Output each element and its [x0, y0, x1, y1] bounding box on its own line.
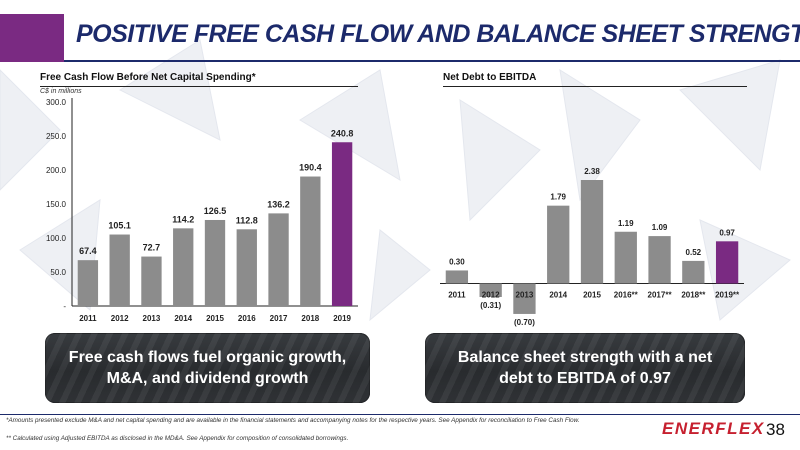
callout-photo-texture [45, 333, 370, 403]
fcf-data-label: 126.5 [204, 206, 227, 216]
enerflex-logo: ENERFLEX [662, 419, 765, 438]
fcf-bar [204, 219, 226, 306]
page-number: 38 [766, 420, 785, 439]
fcf-bar [77, 260, 99, 306]
fcf-x-tick-label: 2012 [111, 314, 129, 323]
debt-chart-title: Net Debt to EBITDA [443, 72, 537, 83]
debt-bar [682, 260, 705, 284]
debt-x-tick-label: 2018** [681, 291, 706, 300]
debt-data-label: 2.38 [584, 167, 600, 176]
fcf-callout-box: Free cash flows fuel organic growth, M&A… [45, 333, 370, 403]
debt-x-tick-label: 2011 [448, 291, 466, 300]
fcf-y-tick-label: 300.0 [46, 98, 67, 107]
fcf-y-tick-label: 250.0 [46, 132, 67, 141]
fcf-data-label: 105.1 [108, 221, 131, 231]
fcf-data-label: 136.2 [267, 199, 290, 209]
fcf-y-tick-label: - [63, 302, 66, 311]
debt-callout-text: Balance sheet strength with a net debt t… [457, 349, 713, 387]
fcf-y-tick-label: 150.0 [46, 200, 67, 209]
debt-data-label: 1.79 [550, 193, 566, 202]
debt-bar [547, 205, 570, 284]
fcf-x-tick-label: 2015 [206, 314, 224, 323]
fcf-bar [331, 142, 353, 306]
fcf-x-tick-label: 2019 [333, 314, 351, 323]
fcf-bar [236, 229, 257, 306]
fcf-bar [141, 256, 162, 306]
debt-x-tick-label: 2012 [482, 291, 500, 300]
debt-x-tick-label: 2016** [614, 291, 639, 300]
fcf-y-tick-label: 100.0 [46, 234, 67, 243]
debt-data-label: 0.52 [686, 248, 702, 257]
header-accent-block [0, 14, 64, 62]
fcf-data-label: 114.2 [172, 214, 194, 224]
debt-bar [580, 180, 604, 284]
slide-title: POSITIVE FREE CASH FLOW AND BALANCE SHEE… [76, 20, 800, 48]
fcf-bar [300, 176, 321, 306]
debt-bar [614, 231, 637, 284]
debt-bar [479, 283, 502, 297]
footnote-1: *Amounts presented exclude M&A and net c… [6, 417, 580, 424]
fcf-x-tick-label: 2011 [79, 314, 97, 323]
debt-x-tick-label: 2015 [583, 291, 601, 300]
debt-callout-box: Balance sheet strength with a net debt t… [425, 333, 745, 403]
header-rule [64, 60, 800, 62]
debt-x-tick-label: 2017** [648, 291, 673, 300]
fcf-data-label: 112.8 [236, 215, 258, 225]
fcf-data-label: 72.7 [143, 243, 161, 253]
debt-data-label: (0.31) [480, 301, 501, 310]
debt-data-label: 1.19 [618, 219, 634, 228]
fcf-x-tick-label: 2018 [301, 314, 319, 323]
slide-header: POSITIVE FREE CASH FLOW AND BALANCE SHEE… [0, 0, 800, 62]
debt-bar [445, 270, 469, 284]
fcf-callout-text: Free cash flows fuel organic growth, M&A… [68, 349, 347, 387]
fcf-title-rule [40, 86, 358, 87]
fcf-data-label: 67.4 [79, 246, 97, 256]
fcf-x-tick-label: 2017 [270, 314, 288, 323]
debt-bar [715, 241, 739, 284]
fcf-y-tick-label: 200.0 [46, 166, 67, 175]
debt-title-rule [443, 86, 747, 87]
callout-photo-texture [425, 333, 745, 403]
fcf-bar [109, 234, 130, 306]
debt-data-label: 1.09 [652, 223, 668, 232]
fcf-data-label: 240.8 [331, 128, 354, 138]
fcf-x-tick-label: 2014 [174, 314, 192, 323]
debt-data-label: (0.70) [514, 318, 535, 327]
footer-rule [0, 414, 800, 415]
debt-data-label: 0.30 [449, 257, 465, 266]
debt-data-label: 0.97 [719, 228, 735, 237]
fcf-bar [268, 213, 289, 306]
fcf-x-tick-label: 2013 [143, 314, 161, 323]
fcf-chart-title: Free Cash Flow Before Net Capital Spendi… [40, 72, 256, 83]
fcf-units-label: C$ in millions [40, 88, 82, 95]
fcf-y-tick-label: 50.0 [50, 268, 66, 277]
debt-x-tick-label: 2013 [516, 291, 534, 300]
footnote-2: ** Calculated using Adjusted EBITDA as d… [6, 435, 349, 442]
debt-x-tick-label: 2019** [715, 291, 740, 300]
debt-bar [648, 236, 671, 284]
debt-bar [513, 283, 536, 314]
fcf-x-tick-label: 2016 [238, 314, 256, 323]
fcf-bar [173, 228, 194, 306]
debt-x-tick-label: 2014 [549, 291, 567, 300]
fcf-data-label: 190.4 [299, 163, 322, 173]
